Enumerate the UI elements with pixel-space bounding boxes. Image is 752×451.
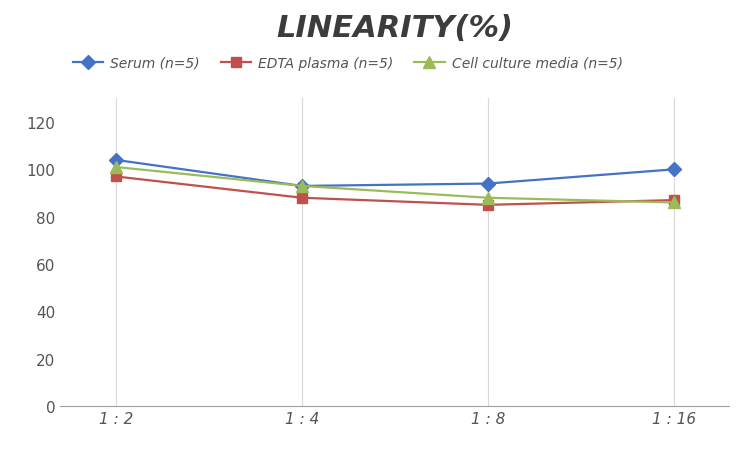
Line: EDTA plasma (n=5): EDTA plasma (n=5) [111, 172, 678, 210]
Legend: Serum (n=5), EDTA plasma (n=5), Cell culture media (n=5): Serum (n=5), EDTA plasma (n=5), Cell cul… [67, 51, 628, 76]
Serum (n=5) [297, 184, 306, 189]
Line: Serum (n=5): Serum (n=5) [111, 156, 678, 191]
Serum (n=5) [669, 167, 678, 173]
EDTA plasma (n=5) [297, 196, 306, 201]
Cell culture media (n=5) [484, 196, 493, 201]
EDTA plasma (n=5) [484, 202, 493, 208]
EDTA plasma (n=5) [669, 198, 678, 203]
Line: Cell culture media (n=5): Cell culture media (n=5) [111, 162, 679, 208]
Title: LINEARITY(%): LINEARITY(%) [276, 14, 514, 43]
EDTA plasma (n=5) [111, 175, 120, 180]
Cell culture media (n=5) [297, 184, 306, 189]
Serum (n=5) [111, 158, 120, 163]
Cell culture media (n=5) [111, 165, 120, 170]
Serum (n=5) [484, 181, 493, 187]
Cell culture media (n=5) [669, 200, 678, 206]
